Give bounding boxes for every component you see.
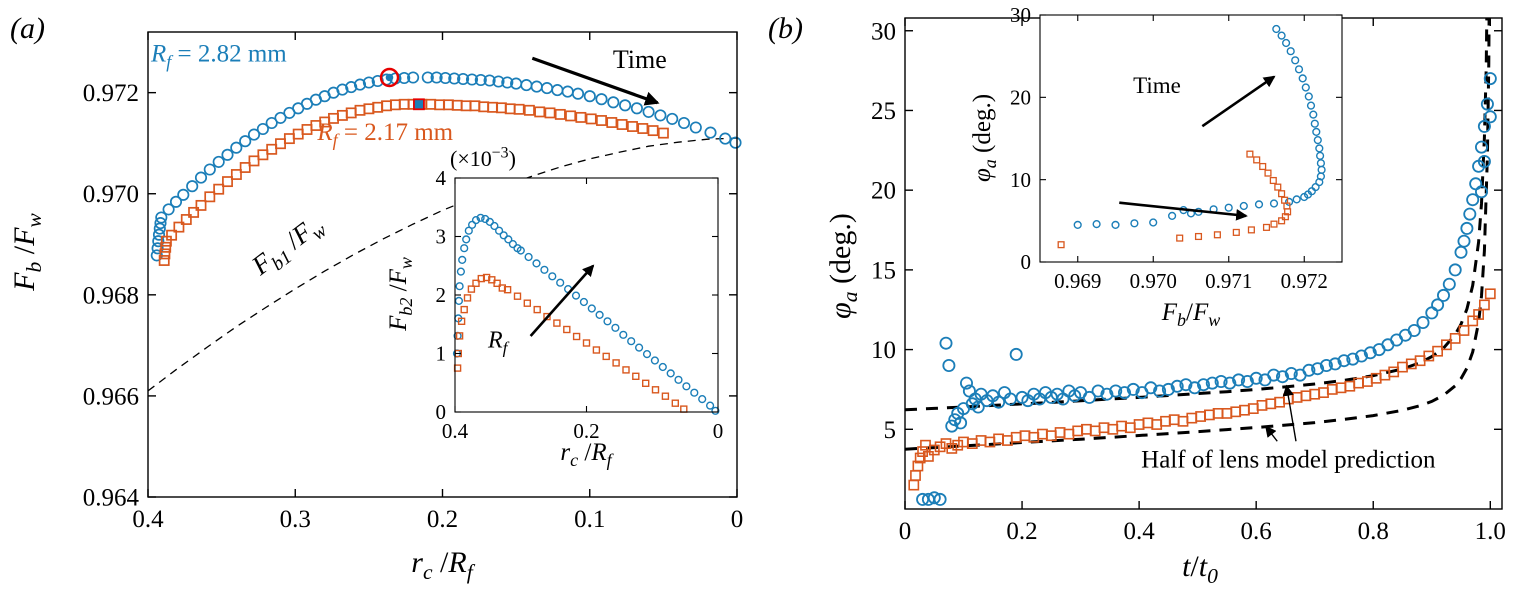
svg-text:10: 10 — [871, 337, 896, 364]
panel-a-main-series-rf-2-17-mm — [158, 98, 669, 266]
svg-text:Time: Time — [613, 45, 667, 74]
svg-text:t/t0: t/t0 — [1182, 550, 1218, 588]
svg-text:0.964: 0.964 — [83, 485, 140, 512]
panel-a-inset-annotations: Rf — [487, 264, 595, 358]
svg-text:1.0: 1.0 — [1475, 518, 1506, 545]
svg-text:0.971: 0.971 — [1205, 269, 1252, 293]
svg-text:3: 3 — [436, 225, 447, 249]
panel-b-main-annotations: Half of lens model prediction — [1141, 384, 1436, 474]
panel-b-label: (b) — [768, 12, 803, 45]
svg-text:1: 1 — [436, 342, 447, 366]
panel-b-main-line-lens-model-upper — [904, 17, 1489, 412]
svg-text:φa (deg.): φa (deg.) — [969, 94, 1000, 182]
svg-text:4: 4 — [436, 166, 447, 190]
panel-b-inset-series-rf-2-82-mm-inset — [1073, 24, 1326, 230]
svg-text:0.2: 0.2 — [427, 506, 458, 533]
svg-text:Rf = 2.17 mm: Rf = 2.17 mm — [316, 119, 453, 150]
panel-b-main-series-rf-2-17-mm — [908, 288, 1496, 491]
svg-text:5: 5 — [884, 417, 897, 444]
panel-a-inset: 0.4 0.2 0 0 1 2 3 4 rc /Rf Fb2 /Fw (×10−3) Rf — [385, 145, 723, 470]
svg-text:0.972: 0.972 — [83, 80, 139, 107]
svg-text:25: 25 — [871, 98, 896, 125]
panel-b-inset-axes: 0.969 0.970 0.971 0.972 0 10 20 30 Fb/Fw φa (deg.… — [969, 3, 1343, 330]
svg-text:0.3: 0.3 — [280, 506, 311, 533]
svg-text:30: 30 — [871, 18, 896, 45]
svg-text:0.6: 0.6 — [1241, 518, 1272, 545]
svg-text:30: 30 — [1010, 3, 1031, 27]
svg-text:2: 2 — [436, 283, 447, 307]
svg-text:Fb1 /Fw: Fb1 /Fw — [245, 209, 331, 286]
svg-text:Time: Time — [1133, 73, 1181, 98]
svg-text:0: 0 — [1021, 250, 1032, 274]
svg-text:Rf: Rf — [487, 328, 510, 358]
panel-b-main-series-rf-2-82-mm — [916, 72, 1497, 506]
svg-text:0.2: 0.2 — [573, 419, 599, 443]
svg-text:10: 10 — [1010, 168, 1031, 192]
svg-text:0.970: 0.970 — [83, 181, 139, 208]
highlighted-point-square — [413, 98, 425, 111]
panel-b-inset: 0.969 0.970 0.971 0.972 0 10 20 30 Fb/Fw φa (deg.… — [969, 3, 1343, 330]
panel-a-inset-series-rf-2-17-mm-inset — [453, 273, 688, 413]
svg-text:0.968: 0.968 — [83, 282, 139, 309]
panel-b-inset-background — [1040, 15, 1342, 262]
svg-text:0.2: 0.2 — [1006, 518, 1037, 545]
svg-text:0: 0 — [731, 506, 744, 533]
panel-a-main: 0.4 0.3 0.2 0.1 0 0.964 0.966 0.968 0.970 0.972 rc… — [8, 31, 744, 584]
svg-text:0: 0 — [713, 419, 724, 443]
svg-text:20: 20 — [871, 178, 896, 205]
panel-a-main-axes: 0.4 0.3 0.2 0.1 0 0.964 0.966 0.968 0.970 0.972 rc… — [8, 31, 744, 584]
svg-text:Fb2 /Fw: Fb2 /Fw — [385, 257, 416, 332]
panel-b-main-axes: 0 0.2 0.4 0.6 0.8 1.0 5 10 15 20 25 30 t/t0 φa (deg.) — [824, 17, 1506, 588]
panel-a-inset-axes: 0.4 0.2 0 0 1 2 3 4 rc /Rf Fb2 /Fw (×10−3) — [385, 145, 723, 470]
svg-text:(×10−3): (×10−3) — [450, 145, 516, 171]
svg-text:Fb/Fw: Fb/Fw — [1161, 299, 1221, 330]
svg-text:Half of lens model prediction: Half of lens model prediction — [1141, 447, 1436, 474]
highlighted-point-circle — [385, 73, 394, 82]
panel-b-main: 0 0.2 0.4 0.6 0.8 1.0 5 10 15 20 25 30 t/t0 φa (deg.)… — [824, 17, 1506, 588]
svg-text:20: 20 — [1010, 85, 1031, 109]
panel-a-main-annotations: Rf = 2.82 mm Rf = 2.17 mm Fb1 /Fw Time — [150, 40, 667, 286]
svg-text:rc /Rf: rc /Rf — [411, 546, 475, 584]
panel-a-main-line-fb1-fw-model — [147, 137, 738, 392]
svg-text:0: 0 — [899, 518, 912, 545]
svg-text:0.966: 0.966 — [83, 383, 139, 410]
panel-a-label: (a) — [10, 12, 45, 45]
svg-text:0.969: 0.969 — [1054, 269, 1101, 293]
panel-a-main-series-rf-2-82-mm — [150, 71, 742, 262]
panel-b-inset-series-rf-2-17-mm-inset — [1057, 150, 1292, 249]
svg-text:15: 15 — [871, 257, 896, 284]
svg-text:0.1: 0.1 — [574, 506, 605, 533]
panel-b-inset-annotations: Time — [1119, 73, 1276, 221]
svg-text:0.8: 0.8 — [1358, 518, 1389, 545]
panel-a-inset-series-rf-2-82-mm-inset — [452, 213, 720, 415]
svg-text:0.4: 0.4 — [442, 419, 469, 443]
svg-text:0.4: 0.4 — [132, 506, 164, 533]
svg-text:0.970: 0.970 — [1130, 269, 1177, 293]
svg-text:Rf = 2.82 mm: Rf = 2.82 mm — [150, 40, 287, 71]
svg-text:0.4: 0.4 — [1123, 518, 1155, 545]
svg-text:0.972: 0.972 — [1281, 269, 1328, 293]
svg-text:φa (deg.): φa (deg.) — [824, 213, 862, 319]
svg-text:0: 0 — [436, 400, 447, 424]
svg-text:Fb /Fw: Fb /Fw — [8, 213, 46, 292]
svg-text:rc /Rf: rc /Rf — [560, 439, 614, 470]
